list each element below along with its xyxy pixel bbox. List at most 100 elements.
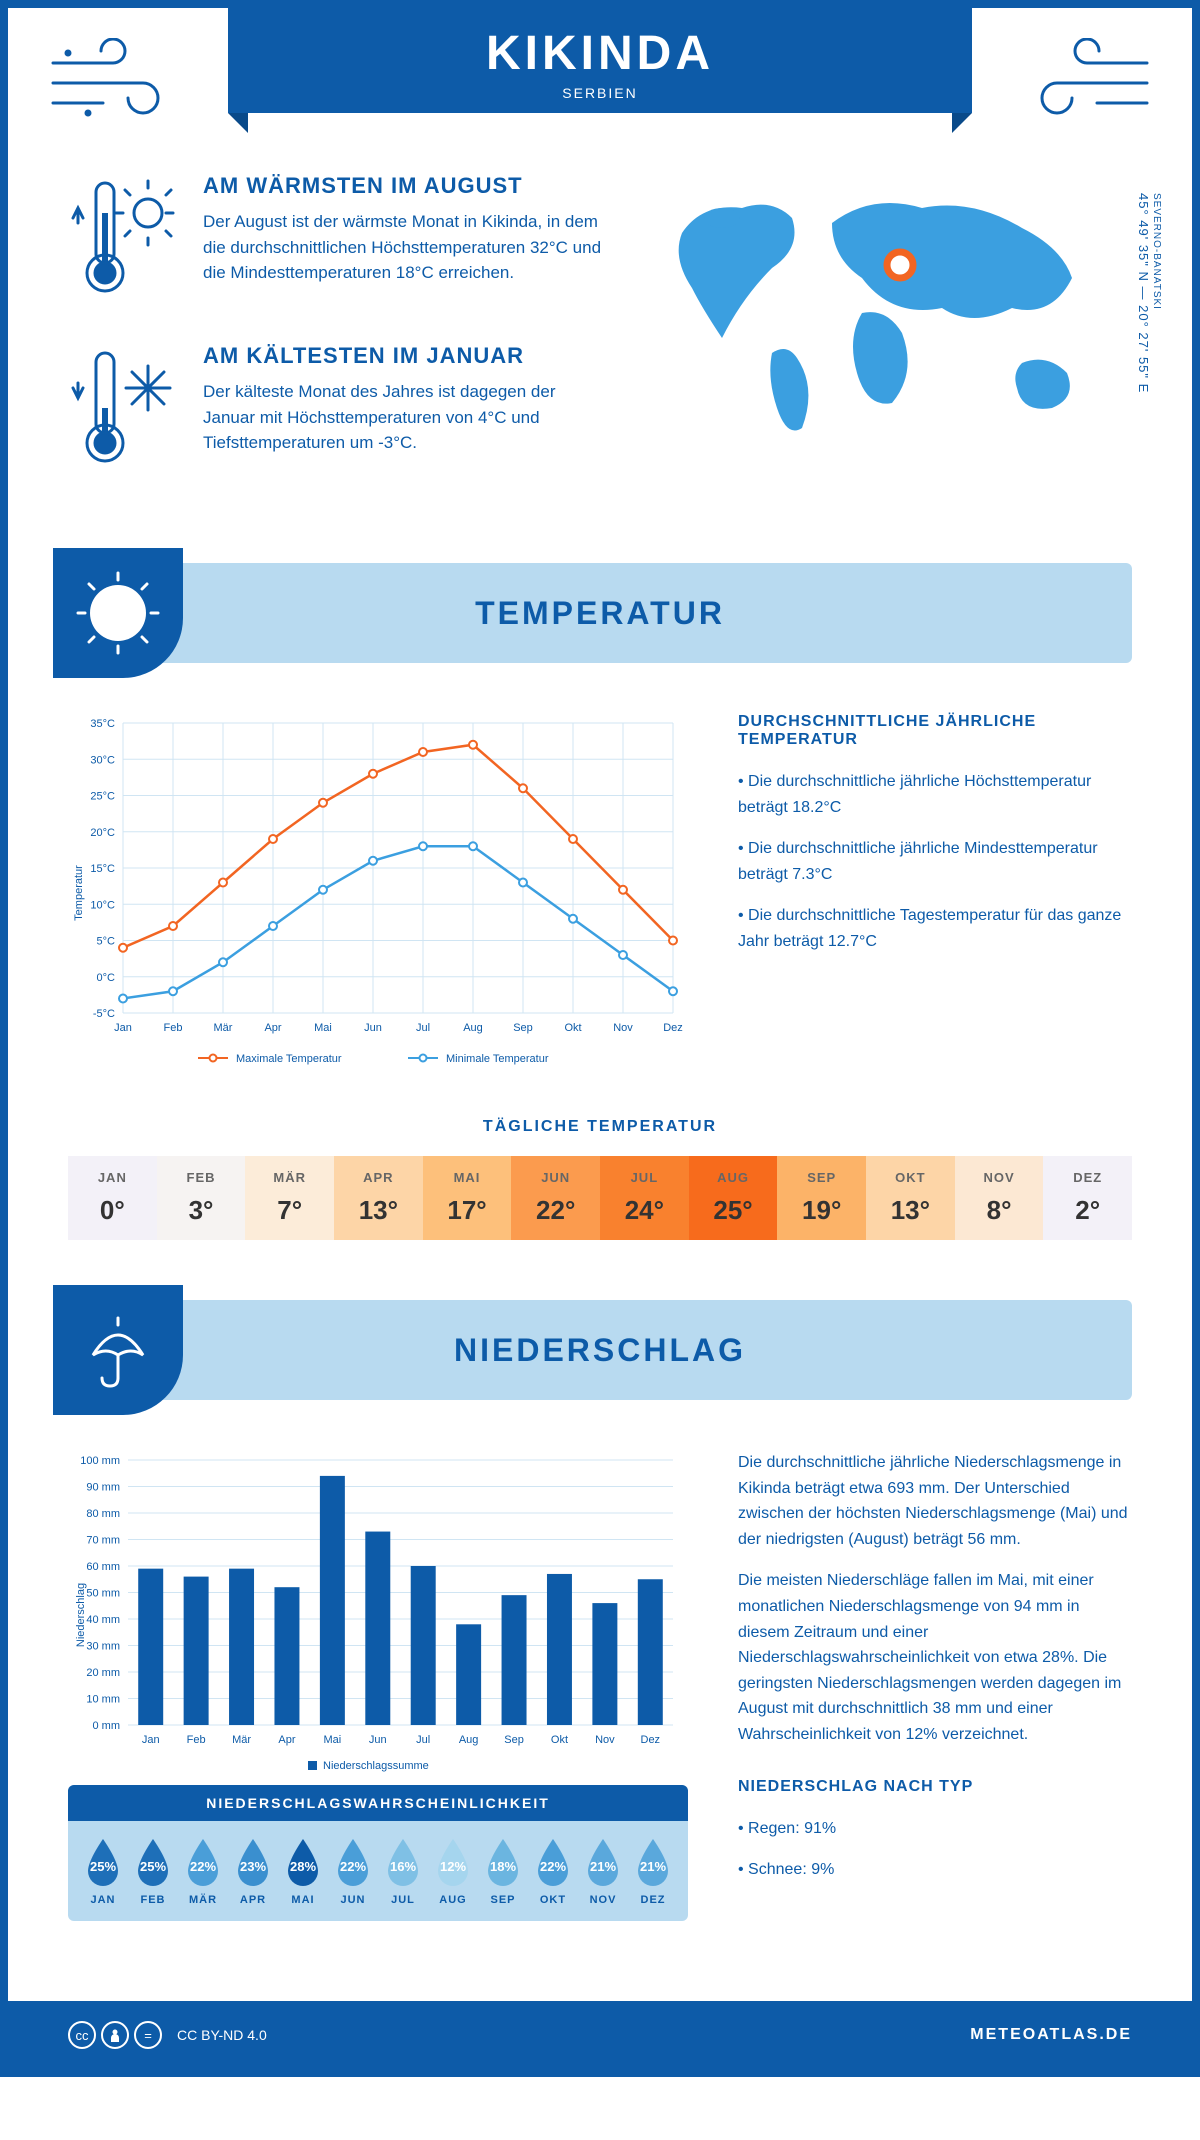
fact-warm-title: AM WÄRMSTEN IM AUGUST	[203, 173, 612, 199]
precip-type-0: • Regen: 91%	[738, 1816, 1132, 1842]
svg-text:Mai: Mai	[314, 1022, 332, 1034]
by-icon	[101, 2021, 129, 2049]
temp-bullet-2: • Die durchschnittliche Tagestemperatur …	[738, 903, 1132, 954]
svg-text:Nov: Nov	[595, 1734, 615, 1746]
svg-text:5°C: 5°C	[97, 936, 116, 948]
svg-text:Feb: Feb	[164, 1022, 183, 1034]
svg-text:0 mm: 0 mm	[93, 1720, 121, 1732]
svg-text:Dez: Dez	[641, 1734, 661, 1746]
prob-cell: 16%JUL	[378, 1836, 428, 1906]
nd-icon: =	[134, 2021, 162, 2049]
world-map: SEVERNO-BANATSKI 45° 49' 35" N — 20° 27'…	[652, 173, 1132, 513]
license-text: CC BY-ND 4.0	[177, 2027, 267, 2043]
svg-text:Mär: Mär	[232, 1734, 251, 1746]
svg-text:Jun: Jun	[369, 1734, 387, 1746]
svg-text:-5°C: -5°C	[93, 1008, 115, 1020]
fact-warm: AM WÄRMSTEN IM AUGUST Der August ist der…	[68, 173, 612, 303]
svg-text:Apr: Apr	[264, 1022, 281, 1034]
daily-cell: NOV8°	[955, 1156, 1044, 1240]
precip-text: Die durchschnittliche jährliche Niedersc…	[738, 1450, 1132, 1921]
svg-text:Jan: Jan	[114, 1022, 132, 1034]
precip-chart-area: 0 mm10 mm20 mm30 mm40 mm50 mm60 mm70 mm8…	[68, 1450, 688, 1921]
svg-text:Maximale Temperatur: Maximale Temperatur	[236, 1053, 342, 1065]
wind-icon-right	[1012, 38, 1152, 128]
svg-text:20 mm: 20 mm	[86, 1667, 120, 1679]
daily-cell: FEB3°	[157, 1156, 246, 1240]
svg-text:80 mm: 80 mm	[86, 1508, 120, 1520]
svg-text:60 mm: 60 mm	[86, 1561, 120, 1573]
thermometer-cold-icon	[68, 343, 178, 473]
svg-text:Mai: Mai	[324, 1734, 342, 1746]
svg-text:Mär: Mär	[214, 1022, 233, 1034]
svg-text:Temperatur: Temperatur	[73, 865, 85, 921]
region-label: SEVERNO-BANATSKI	[1151, 193, 1162, 385]
site-name: METEOATLAS.DE	[970, 2026, 1132, 2044]
precip-banner: NIEDERSCHLAG	[68, 1300, 1132, 1400]
temp-section-title: TEMPERATUR	[475, 595, 725, 632]
prob-cell: 23%APR	[228, 1836, 278, 1906]
daily-cell: JAN0°	[68, 1156, 157, 1240]
prob-box: NIEDERSCHLAGSWAHRSCHEINLICHKEIT 25%JAN25…	[68, 1785, 688, 1921]
temp-banner: TEMPERATUR	[68, 563, 1132, 663]
wind-icon-left	[48, 38, 188, 128]
daily-cell: OKT13°	[866, 1156, 955, 1240]
svg-text:Niederschlag: Niederschlag	[75, 1583, 87, 1647]
temp-bullet-0: • Die durchschnittliche jährliche Höchst…	[738, 769, 1132, 820]
svg-text:90 mm: 90 mm	[86, 1482, 120, 1494]
fact-warm-text: Der August ist der wärmste Monat in Kiki…	[203, 209, 612, 286]
svg-text:Okt: Okt	[564, 1022, 581, 1034]
cc-icons: cc =	[68, 2021, 162, 2049]
daily-cell: MÄR7°	[245, 1156, 334, 1240]
svg-text:50 mm: 50 mm	[86, 1588, 120, 1600]
daily-cell: APR13°	[334, 1156, 423, 1240]
daily-cell: SEP19°	[777, 1156, 866, 1240]
svg-text:Nov: Nov	[613, 1022, 633, 1034]
daily-cell: DEZ2°	[1043, 1156, 1132, 1240]
svg-text:Jan: Jan	[142, 1734, 160, 1746]
svg-text:Dez: Dez	[663, 1022, 683, 1034]
prob-cell: 12%AUG	[428, 1836, 478, 1906]
daily-temp-grid: JAN0°FEB3°MÄR7°APR13°MAI17°JUN22°JUL24°A…	[68, 1156, 1132, 1240]
precip-chart: 0 mm10 mm20 mm30 mm40 mm50 mm60 mm70 mm8…	[68, 1450, 688, 1780]
sun-icon	[53, 548, 183, 678]
daily-title: TÄGLICHE TEMPERATUR	[8, 1118, 1192, 1136]
prob-cell: 21%DEZ	[628, 1836, 678, 1906]
svg-text:40 mm: 40 mm	[86, 1614, 120, 1626]
svg-text:25°C: 25°C	[90, 791, 115, 803]
umbrella-icon	[53, 1285, 183, 1415]
prob-cell: 18%SEP	[478, 1836, 528, 1906]
svg-text:100 mm: 100 mm	[80, 1455, 120, 1467]
intro-section: AM WÄRMSTEN IM AUGUST Der August ist der…	[8, 173, 1192, 563]
svg-text:Apr: Apr	[278, 1734, 295, 1746]
prob-cell: 25%FEB	[128, 1836, 178, 1906]
svg-text:Jun: Jun	[364, 1022, 382, 1034]
svg-text:Aug: Aug	[463, 1022, 483, 1034]
precip-type-1: • Schnee: 9%	[738, 1857, 1132, 1883]
prob-title: NIEDERSCHLAGSWAHRSCHEINLICHKEIT	[68, 1785, 688, 1821]
svg-text:Sep: Sep	[504, 1734, 524, 1746]
svg-text:Sep: Sep	[513, 1022, 533, 1034]
svg-text:Aug: Aug	[459, 1734, 479, 1746]
cc-icon: cc	[68, 2021, 96, 2049]
fact-cold-title: AM KÄLTESTEN IM JANUAR	[203, 343, 612, 369]
svg-text:10°C: 10°C	[90, 899, 115, 911]
daily-cell: MAI17°	[423, 1156, 512, 1240]
svg-text:Minimale Temperatur: Minimale Temperatur	[446, 1053, 549, 1065]
header-banner: KIKINDA SERBIEN	[228, 8, 972, 113]
prob-cell: 28%MAI	[278, 1836, 328, 1906]
svg-text:10 mm: 10 mm	[86, 1694, 120, 1706]
precip-type-title: NIEDERSCHLAG NACH TYP	[738, 1778, 1132, 1796]
prob-cell: 22%MÄR	[178, 1836, 228, 1906]
temp-text: DURCHSCHNITTLICHE JÄHRLICHE TEMPERATUR •…	[738, 713, 1132, 1078]
prob-cell: 22%OKT	[528, 1836, 578, 1906]
svg-text:Niederschlagssumme: Niederschlagssumme	[323, 1760, 429, 1772]
svg-text:15°C: 15°C	[90, 863, 115, 875]
daily-cell: JUL24°	[600, 1156, 689, 1240]
svg-text:20°C: 20°C	[90, 827, 115, 839]
svg-text:30°C: 30°C	[90, 754, 115, 766]
fact-cold: AM KÄLTESTEN IM JANUAR Der kälteste Mona…	[68, 343, 612, 473]
coords-text: 45° 49' 35" N — 20° 27' 55" E	[1136, 193, 1151, 393]
svg-text:Feb: Feb	[187, 1734, 206, 1746]
coordinates: SEVERNO-BANATSKI 45° 49' 35" N — 20° 27'…	[1136, 193, 1162, 393]
svg-text:70 mm: 70 mm	[86, 1535, 120, 1547]
